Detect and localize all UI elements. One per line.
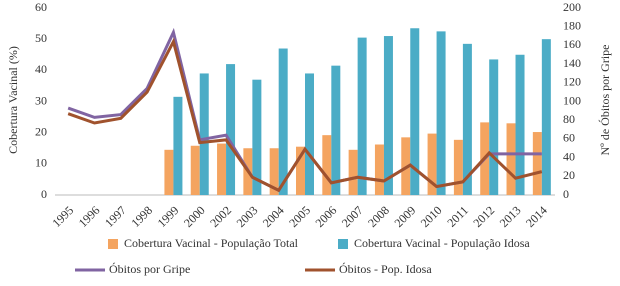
legend-label: Cobertura Vacinal - População Total bbox=[124, 236, 299, 250]
bar bbox=[515, 54, 525, 195]
x-tick-label: 2000 bbox=[181, 203, 208, 230]
x-tick-label: 2008 bbox=[365, 203, 392, 230]
y2-tick-label: 60 bbox=[563, 131, 575, 145]
bar bbox=[269, 148, 279, 195]
legend-label: Cobertura Vacinal - População Idosa bbox=[354, 236, 530, 250]
y2-tick-label: 200 bbox=[563, 0, 581, 14]
bar bbox=[506, 123, 516, 195]
x-tick-label: 2007 bbox=[339, 203, 366, 230]
x-tick-label: 2005 bbox=[286, 203, 313, 230]
bar bbox=[278, 48, 288, 196]
x-tick-label: 2014 bbox=[523, 203, 550, 230]
x-tick-label: 2010 bbox=[418, 203, 445, 230]
y-tick-label: 20 bbox=[35, 124, 47, 138]
bar bbox=[489, 59, 499, 195]
bar bbox=[462, 43, 472, 195]
bar bbox=[252, 79, 262, 195]
x-tick-label: 1999 bbox=[155, 203, 182, 230]
bar bbox=[217, 143, 227, 195]
x-tick-label: 1997 bbox=[102, 203, 129, 230]
y-tick-label: 0 bbox=[41, 187, 47, 201]
bar bbox=[164, 149, 174, 195]
line bbox=[67, 37, 543, 193]
bar bbox=[331, 65, 341, 196]
y2-tick-label: 40 bbox=[563, 149, 575, 163]
legend-label: Óbitos - Pop. Idosa bbox=[339, 262, 432, 276]
bar bbox=[427, 133, 437, 195]
y2-tick-label: 120 bbox=[563, 75, 581, 89]
bar bbox=[357, 37, 367, 195]
bar bbox=[532, 132, 542, 195]
bar bbox=[453, 139, 463, 195]
bar bbox=[296, 146, 305, 195]
y-axis-label: Cobertura Vacinal (%) bbox=[6, 46, 20, 154]
bar bbox=[173, 96, 183, 195]
x-tick-label: 1996 bbox=[76, 203, 103, 230]
bar bbox=[410, 28, 420, 196]
bar bbox=[383, 36, 393, 195]
bar bbox=[305, 73, 314, 195]
y-tick-label: 40 bbox=[35, 62, 47, 76]
bar bbox=[374, 144, 384, 195]
x-tick-label: 2012 bbox=[470, 203, 497, 230]
bar bbox=[190, 145, 200, 195]
y2-tick-label: 0 bbox=[563, 187, 569, 201]
y-tick-label: 30 bbox=[35, 93, 47, 107]
bar bbox=[226, 64, 236, 195]
x-tick-label: 2003 bbox=[234, 203, 261, 230]
y2-tick-label: 100 bbox=[563, 93, 581, 107]
y2-tick-label: 20 bbox=[563, 168, 575, 182]
y-tick-label: 60 bbox=[35, 0, 47, 14]
legend-swatch bbox=[108, 239, 118, 249]
bar bbox=[541, 39, 551, 195]
bar bbox=[199, 73, 209, 195]
y-tick-label: 10 bbox=[35, 156, 47, 170]
y2-tick-label: 180 bbox=[563, 18, 581, 32]
bar bbox=[436, 31, 446, 195]
bar bbox=[322, 135, 332, 195]
legend-swatch bbox=[338, 239, 348, 249]
y2-tick-label: 80 bbox=[563, 112, 575, 126]
x-tick-label: 2002 bbox=[207, 203, 234, 230]
y2-tick-label: 140 bbox=[563, 56, 581, 70]
x-tick-label: 2004 bbox=[260, 203, 287, 230]
x-tick-label: 2006 bbox=[313, 203, 340, 230]
x-tick-label: 2013 bbox=[497, 203, 524, 230]
x-tick-label: 1998 bbox=[128, 203, 155, 230]
y-tick-label: 50 bbox=[35, 31, 47, 45]
x-tick-label: 2011 bbox=[444, 203, 471, 230]
y2-tick-label: 160 bbox=[563, 37, 581, 51]
y2-axis-label: Nº de Óbitos por Gripe bbox=[598, 44, 612, 155]
x-tick-label: 1995 bbox=[49, 203, 76, 230]
bar bbox=[348, 149, 358, 195]
x-tick-label: 2009 bbox=[391, 203, 418, 230]
legend-label: Óbitos por Gripe bbox=[109, 262, 190, 276]
